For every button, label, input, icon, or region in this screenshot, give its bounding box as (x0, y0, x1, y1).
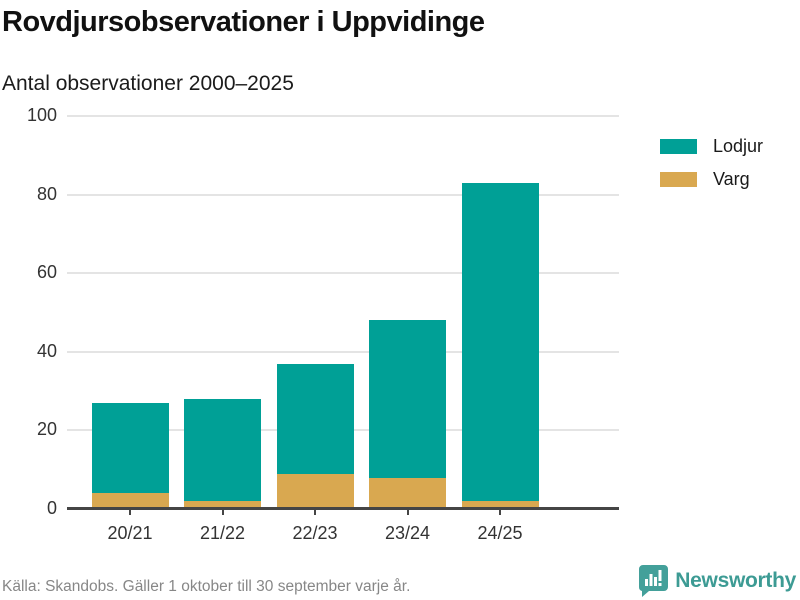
newsworthy-bubble-chart-icon (638, 564, 669, 597)
legend-label-varg: Varg (713, 169, 750, 189)
bar-lodjur-24/25 (461, 182, 539, 502)
y-tick-label-0: 0 (46, 498, 57, 518)
chart-title: Rovdjursobservationer i Uppvidinge (2, 6, 485, 38)
bar-varg-24/25 (461, 501, 539, 509)
x-tick-label-24/25: 24/25 (477, 523, 523, 543)
bar-lodjur-23/24 (369, 320, 446, 478)
x-tick-22/23 (314, 509, 316, 515)
x-tick-label-23/24: 23/24 (384, 523, 431, 543)
legend: Lodjur Varg (660, 136, 763, 190)
gridline-y80 (67, 193, 619, 196)
x-tick-label-21/22: 21/22 (199, 523, 246, 543)
x-axis-line (67, 506, 619, 510)
gridline-y100 (67, 115, 619, 117)
x-tick-20/21 (129, 509, 131, 515)
x-tick-label-20/21: 20/21 (107, 523, 153, 543)
bar-lodjur-21/22 (184, 398, 261, 502)
y-tick-label-20: 20 (36, 419, 57, 440)
x-tick-23/24 (406, 509, 409, 515)
y-tick-label-100: 100 (26, 105, 57, 125)
x-tick-24/25 (499, 509, 501, 515)
brand-logo: Newsworthy (638, 564, 796, 597)
gridline-y60 (67, 272, 619, 275)
y-tick-label-60: 60 (36, 262, 57, 283)
y-tick-label-80: 80 (36, 183, 57, 204)
x-tick-label-22/23: 22/23 (292, 523, 338, 543)
legend-swatch-lodjur (660, 139, 697, 154)
x-tick-21/22 (221, 509, 224, 515)
source-note: Källa: Skandobs. Gäller 1 oktober till 3… (2, 578, 411, 595)
gridline-y40 (67, 350, 619, 353)
legend-swatch-varg (660, 172, 697, 187)
bar-varg-20/21 (91, 493, 169, 509)
legend-label-lodjur: Lodjur (713, 136, 764, 156)
brand-name: Newsworthy (675, 568, 796, 592)
bar-varg-23/24 (369, 477, 446, 509)
chart-subtitle: Antal observationer 2000–2025 (2, 72, 294, 95)
y-tick-label-40: 40 (36, 340, 57, 361)
bar-lodjur-20/21 (91, 402, 169, 494)
legend-item-lodjur: Lodjur (660, 136, 763, 157)
bar-varg-22/23 (276, 473, 354, 509)
bar-lodjur-22/23 (276, 363, 354, 474)
legend-item-varg: Varg (660, 169, 763, 190)
bar-varg-21/22 (184, 501, 261, 509)
